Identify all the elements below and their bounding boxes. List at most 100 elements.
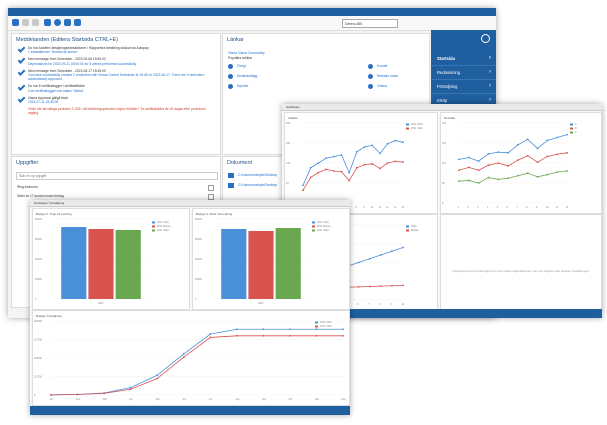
- bar: [88, 229, 114, 299]
- x-tick-label: Jul: [209, 398, 213, 401]
- message-item[interactable]: New message from Scheduler - 2022-09-06 …: [16, 56, 216, 66]
- message-item[interactable]: New message from Scheduler - 2022-08-17 …: [16, 67, 216, 82]
- message-item[interactable]: Du har Autoflex detaljningstransaktioner…: [16, 45, 216, 54]
- message-item[interactable]: Du har 8 verifikatlogger i verifikatflöd…: [16, 83, 216, 93]
- data-point: [371, 163, 374, 165]
- message-detail: Ordin när att stänga perioden Y-2021 då …: [28, 107, 206, 116]
- chart-title: Budget: Försäljning: [36, 314, 62, 318]
- series-line: [50, 335, 343, 396]
- x-tick-label: Jun: [182, 398, 187, 401]
- data-point: [379, 254, 382, 256]
- data-point: [182, 356, 185, 359]
- data-point: [536, 175, 539, 178]
- checkmark-icon: [17, 56, 26, 65]
- task-checkbox[interactable]: [208, 185, 214, 191]
- tick-label: 40000: [35, 258, 42, 261]
- tick-label: 125: [286, 162, 291, 165]
- x-tick-label: 14: [402, 206, 405, 209]
- data-point: [507, 165, 509, 167]
- data-point: [394, 139, 397, 142]
- data-point: [355, 166, 358, 169]
- popular-articles-label: Populära artiklar: [228, 56, 253, 60]
- data-point: [315, 334, 318, 337]
- legend-swatch: [406, 127, 409, 130]
- close-icon[interactable]: [22, 19, 29, 26]
- legend-label: 2022 Budget: [157, 225, 171, 228]
- data-point: [477, 182, 480, 184]
- status-bar: [282, 309, 602, 318]
- data-point: [363, 146, 366, 148]
- data-point: [315, 328, 318, 331]
- x-tick-label: 10: [371, 206, 374, 209]
- legend-label: B: [575, 127, 577, 130]
- data-point: [507, 151, 509, 154]
- links-title: Länkar: [227, 37, 244, 43]
- task-checkbox[interactable]: [208, 194, 214, 200]
- help-icon[interactable]: [54, 19, 61, 26]
- message-text: Visma Approval gällgit tisch: [28, 95, 69, 100]
- data-point: [235, 328, 238, 331]
- x-tick-label: 1: [458, 206, 460, 209]
- side-item-redovisning[interactable]: Redovisning: [431, 66, 496, 80]
- tick-label: 110: [442, 162, 446, 165]
- data-point: [371, 144, 374, 147]
- star-icon[interactable]: [74, 19, 81, 26]
- chat-icon[interactable]: [64, 19, 71, 26]
- data-point: [325, 157, 327, 160]
- x-tick-label: Okt: [288, 398, 292, 401]
- data-point: [390, 284, 393, 287]
- legend-swatch: [152, 221, 155, 224]
- x-tick-label: 8: [526, 206, 528, 209]
- legend-label: 2022 Budget: [317, 225, 331, 228]
- community-link[interactable]: Visma Visma Community: [228, 51, 265, 55]
- data-point: [262, 328, 265, 331]
- data-point: [357, 261, 360, 264]
- data-point: [467, 166, 470, 169]
- legend-label: 2022 Utfall: [317, 221, 329, 224]
- new-icon[interactable]: [12, 19, 19, 26]
- documents-icon[interactable]: [44, 19, 51, 26]
- data-point: [517, 159, 519, 161]
- legend-label: Utfall: [411, 225, 417, 228]
- data-point: [566, 170, 568, 172]
- legend-swatch: [312, 229, 315, 232]
- copy-icon[interactable]: [32, 19, 39, 26]
- link-icon: [228, 64, 233, 69]
- message-item[interactable]: Visma Approval gällgit tisch 2022-07-11 1…: [16, 94, 216, 104]
- data-point: [497, 151, 500, 153]
- side-item-forsaljning[interactable]: Försäljning: [431, 80, 496, 94]
- tick-label: 225000: [34, 357, 43, 360]
- checkmark-icon: [17, 83, 26, 92]
- message-item[interactable]: Ordin när att stänga perioden Y-2021 då …: [16, 107, 216, 115]
- data-point: [458, 158, 460, 161]
- x-tick-label: 2: [467, 206, 469, 209]
- data-point: [363, 163, 366, 166]
- data-point: [379, 167, 381, 170]
- legend-swatch: [152, 229, 155, 232]
- task-item[interactable]: Ring Aminorm: [17, 185, 38, 189]
- no-permission-note: Rapporten har inte behörighet för den va…: [452, 269, 590, 273]
- task-item[interactable]: Stäm av 17 konton innan ferdag: [17, 194, 64, 198]
- data-point: [487, 176, 490, 179]
- task-search-input[interactable]: [16, 172, 218, 180]
- legend-swatch: [570, 123, 573, 126]
- arrow-right-circle-icon[interactable]: [481, 34, 490, 43]
- legend-swatch: [406, 123, 409, 126]
- legend-swatch: [406, 225, 409, 228]
- category-label: 2022: [98, 302, 104, 305]
- x-tick-label: 11: [378, 206, 381, 209]
- message-detail: Deprecations for 2022-09-21 00:00:00 for…: [28, 61, 137, 66]
- tick-label: 80000: [35, 218, 42, 221]
- empty-chart-panel: Rapporten har inte behörighet för den va…: [440, 214, 602, 311]
- data-point: [556, 171, 559, 173]
- company-select[interactable]: Demo AB: [342, 19, 398, 28]
- data-point: [235, 334, 238, 337]
- tick-label: 63: [286, 182, 289, 185]
- x-tick-label: Aug: [235, 398, 240, 401]
- window-title: Grafvisare: Försäljning: [34, 201, 65, 205]
- x-tick-label: 9: [390, 303, 392, 306]
- data-point: [348, 179, 351, 182]
- side-item-startsida[interactable]: Startsida: [431, 52, 496, 66]
- documents-title: Dokument: [227, 160, 253, 166]
- series-line: [302, 160, 404, 191]
